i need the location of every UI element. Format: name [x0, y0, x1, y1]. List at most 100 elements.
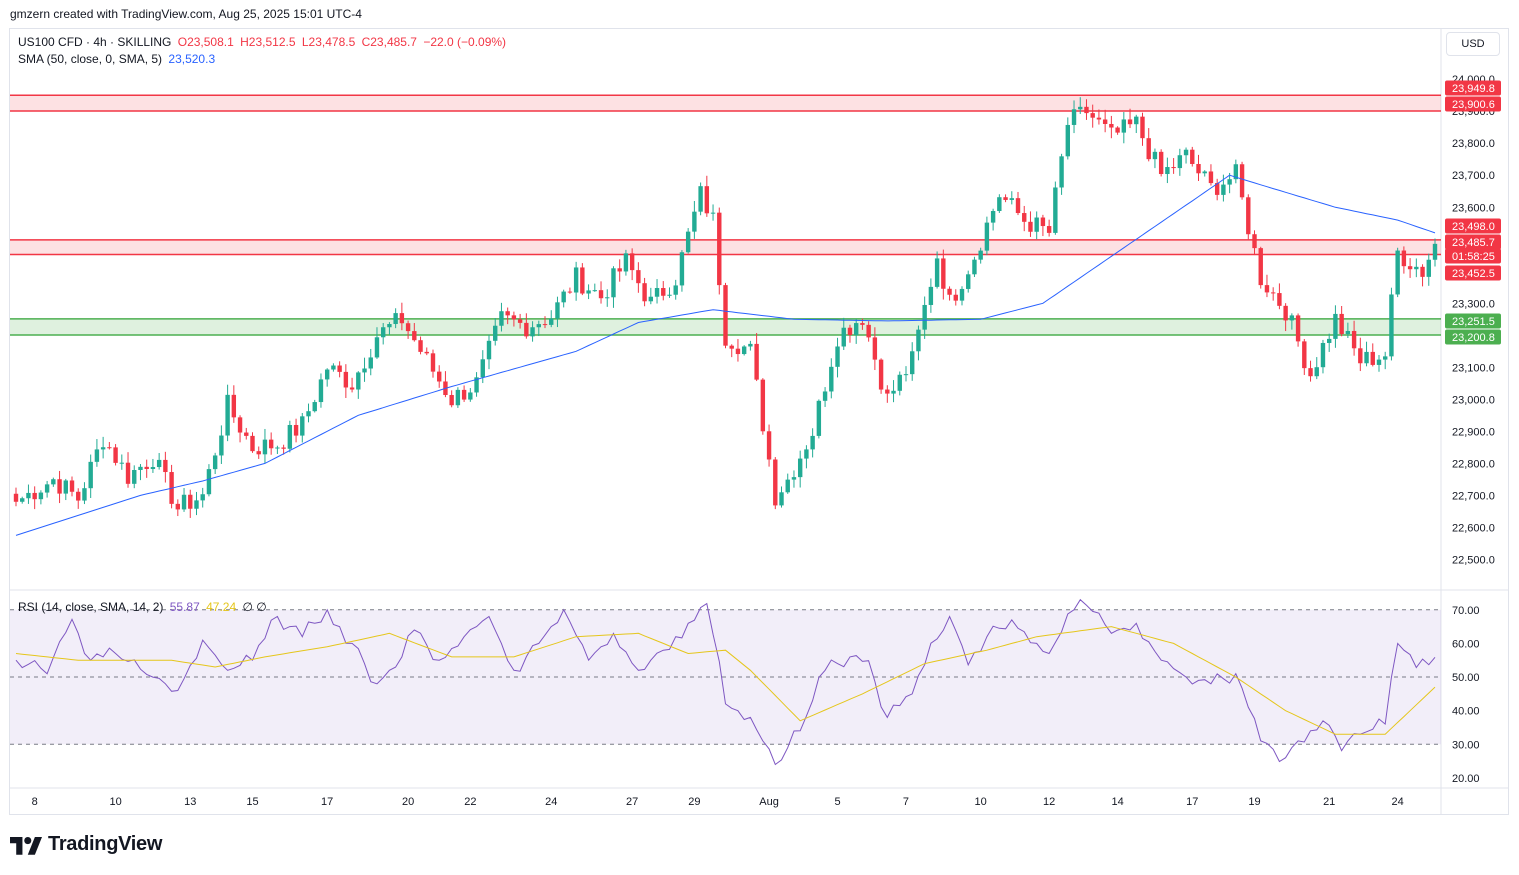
candle[interactable]	[275, 445, 280, 454]
candle[interactable]	[1227, 172, 1232, 194]
candle[interactable]	[841, 317, 846, 350]
candle[interactable]	[704, 175, 710, 217]
candle[interactable]	[679, 250, 685, 292]
rsi-series-line[interactable]	[15, 598, 1436, 766]
candle[interactable]	[349, 377, 355, 393]
candle[interactable]	[293, 418, 299, 443]
candle[interactable]	[38, 490, 44, 505]
candle[interactable]	[847, 324, 853, 343]
candle[interactable]	[169, 464, 174, 509]
price-badge[interactable]: 23,498.0	[1445, 218, 1501, 234]
candle[interactable]	[418, 336, 423, 355]
candle[interactable]	[1034, 211, 1039, 240]
candle[interactable]	[891, 380, 896, 403]
candle[interactable]	[337, 361, 342, 378]
candle[interactable]	[405, 320, 411, 339]
candle[interactable]	[629, 248, 635, 281]
candle[interactable]	[1326, 333, 1332, 352]
candle[interactable]	[474, 372, 479, 397]
candle[interactable]	[380, 322, 386, 345]
candle[interactable]	[947, 286, 952, 301]
candle[interactable]	[1183, 147, 1189, 164]
rsi-label[interactable]: RSI (14, close, SMA, 14, 2)	[18, 600, 164, 614]
candle[interactable]	[1432, 238, 1438, 267]
candle[interactable]	[623, 249, 629, 276]
resistance-zone[interactable]	[10, 239, 1441, 255]
candle[interactable]	[200, 487, 205, 508]
candle[interactable]	[132, 465, 137, 489]
candle[interactable]	[829, 358, 834, 399]
candle[interactable]	[1270, 287, 1276, 301]
candle[interactable]	[766, 424, 772, 467]
candle[interactable]	[368, 348, 373, 376]
candle[interactable]	[804, 445, 809, 469]
candle[interactable]	[331, 363, 336, 372]
candle[interactable]	[1040, 214, 1046, 237]
candle[interactable]	[741, 345, 747, 356]
candle[interactable]	[175, 499, 181, 517]
candle[interactable]	[1090, 104, 1095, 128]
candle[interactable]	[1078, 97, 1083, 114]
candle[interactable]	[1376, 355, 1382, 372]
candle[interactable]	[1003, 194, 1008, 203]
candle[interactable]	[100, 436, 106, 459]
candle[interactable]	[592, 283, 598, 292]
candle[interactable]	[1358, 337, 1363, 372]
candle[interactable]	[44, 480, 50, 498]
candle[interactable]	[1165, 157, 1170, 184]
candle[interactable]	[530, 321, 535, 342]
candle[interactable]	[237, 415, 243, 443]
candle[interactable]	[536, 320, 541, 337]
candle[interactable]	[648, 287, 654, 305]
candle[interactable]	[642, 277, 647, 307]
candle[interactable]	[356, 371, 361, 399]
candle[interactable]	[580, 263, 585, 296]
candle[interactable]	[125, 452, 131, 488]
candle[interactable]	[194, 491, 199, 516]
candle[interactable]	[1071, 100, 1077, 134]
candle[interactable]	[1127, 108, 1133, 129]
candle[interactable]	[486, 334, 492, 370]
candle[interactable]	[1171, 158, 1176, 174]
sma-label[interactable]: SMA (50, close, 0, SMA, 5)	[18, 52, 163, 66]
candle[interactable]	[225, 384, 230, 442]
candle[interactable]	[922, 296, 927, 339]
candle[interactable]	[797, 450, 803, 488]
candle[interactable]	[1202, 170, 1207, 177]
candle[interactable]	[953, 289, 958, 306]
candle[interactable]	[150, 458, 156, 473]
candle[interactable]	[897, 371, 902, 396]
candle[interactable]	[941, 249, 946, 300]
candle[interactable]	[1022, 205, 1027, 232]
candle[interactable]	[343, 364, 349, 398]
candle[interactable]	[1115, 126, 1120, 135]
candle[interactable]	[928, 278, 934, 313]
candle[interactable]	[654, 279, 660, 304]
candle[interactable]	[113, 444, 118, 466]
candle[interactable]	[617, 259, 622, 282]
candle[interactable]	[984, 216, 990, 256]
candle[interactable]	[300, 412, 305, 443]
candle[interactable]	[468, 388, 473, 402]
candle[interactable]	[1246, 194, 1251, 240]
price-badge[interactable]: 23,949.8	[1445, 80, 1501, 96]
candle[interactable]	[1414, 258, 1419, 278]
candle[interactable]	[760, 378, 766, 435]
tradingview-logo[interactable]: TradingView	[10, 833, 162, 856]
candle[interactable]	[561, 289, 566, 308]
candle[interactable]	[791, 470, 797, 488]
candle[interactable]	[1015, 191, 1021, 216]
candle[interactable]	[910, 342, 915, 381]
candle[interactable]	[374, 327, 380, 359]
candle[interactable]	[76, 488, 81, 509]
candle[interactable]	[1289, 313, 1295, 330]
candle[interactable]	[1053, 181, 1058, 235]
candle[interactable]	[1190, 146, 1195, 167]
candle[interactable]	[511, 311, 517, 327]
candle[interactable]	[219, 425, 224, 464]
candle[interactable]	[816, 399, 822, 439]
candle[interactable]	[443, 371, 448, 398]
candle[interactable]	[555, 296, 560, 328]
candle[interactable]	[163, 451, 168, 483]
